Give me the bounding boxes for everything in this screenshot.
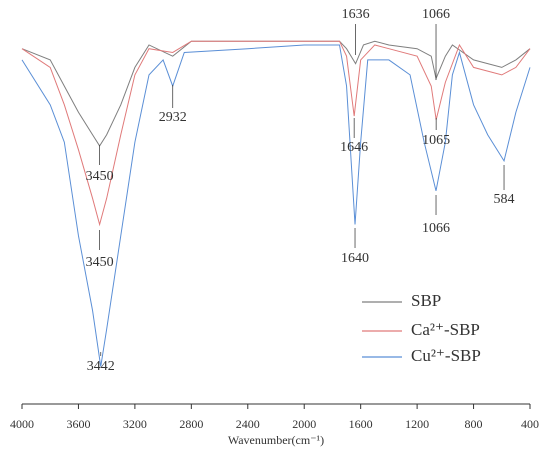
spectrum-line	[21, 40, 531, 147]
spectrum-line	[21, 44, 531, 367]
annotation: 584	[494, 192, 515, 207]
annotation: 1066	[422, 221, 450, 236]
annotation: 1636	[342, 7, 370, 22]
x-tick-label: 400	[521, 417, 539, 431]
x-tick-label: 800	[465, 417, 483, 431]
annotation: 1640	[341, 251, 369, 266]
x-axis-label: Wavenumber(cm⁻¹)	[228, 433, 324, 447]
x-tick-label: 4000	[10, 417, 34, 431]
spectrum-line	[21, 40, 531, 227]
x-tick-label: 2000	[292, 417, 316, 431]
annotation: 2932	[159, 110, 187, 125]
annotation: 1646	[340, 140, 368, 155]
x-tick-label: 2800	[179, 417, 203, 431]
annotation: 1065	[422, 133, 450, 148]
annotation: 1066	[422, 7, 450, 22]
legend-label: SBP	[411, 291, 441, 310]
legend-label: Cu²⁺-SBP	[411, 346, 481, 365]
x-tick-label: 3600	[66, 417, 90, 431]
annotation: 3450	[86, 255, 114, 270]
x-tick-label: 1600	[349, 417, 373, 431]
annotation: 3450	[86, 169, 114, 184]
x-tick-label: 3200	[123, 417, 147, 431]
x-tick-label: 2400	[236, 417, 260, 431]
annotation: 3442	[87, 359, 115, 374]
x-tick-label: 1200	[405, 417, 429, 431]
legend-label: Ca²⁺-SBP	[411, 320, 480, 339]
